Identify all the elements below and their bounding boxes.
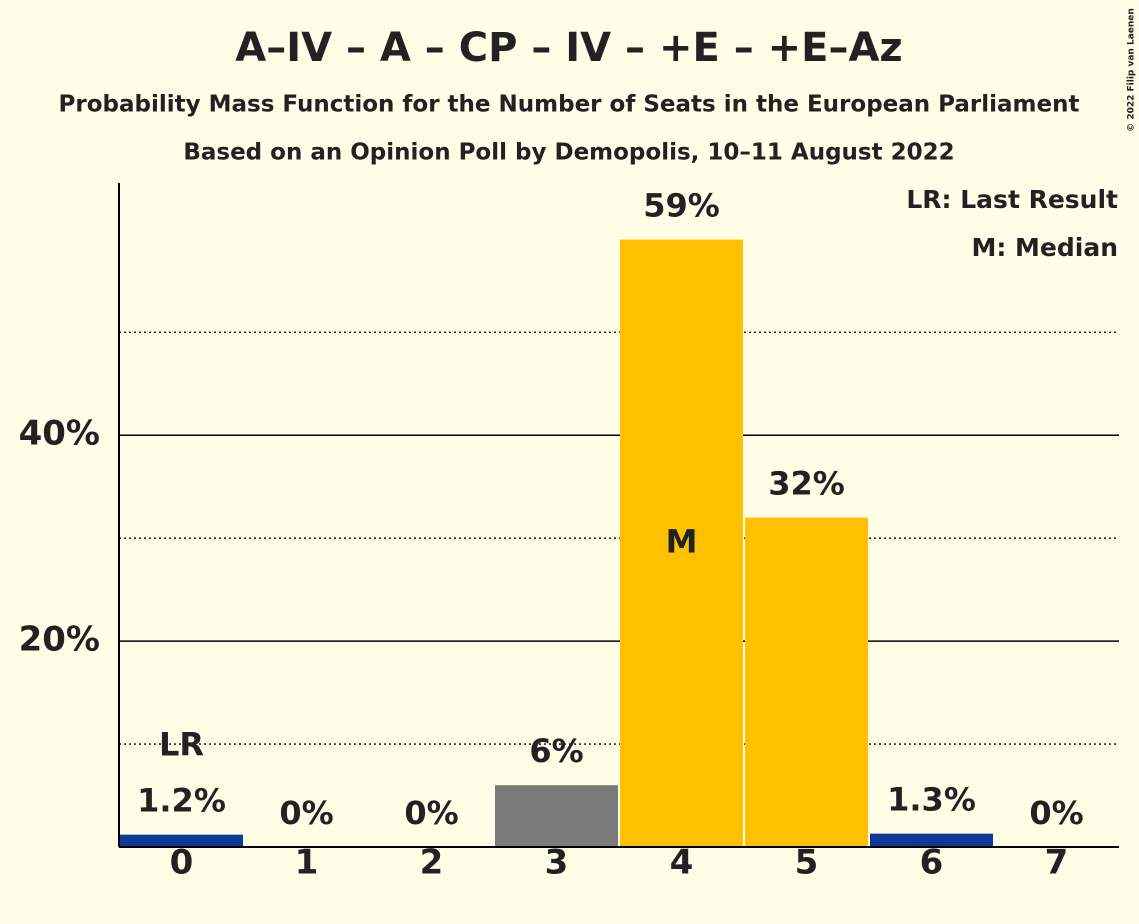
value-label: 59% (643, 187, 720, 225)
bar (870, 833, 993, 847)
y-tick-label: 20% (19, 620, 100, 660)
x-tick-label: 0 (170, 843, 194, 883)
value-label: 32% (768, 465, 845, 503)
chart-subtitle: Based on an Opinion Poll by Demopolis, 1… (183, 140, 954, 166)
x-tick-label: 6 (920, 843, 944, 883)
x-tick-label: 3 (545, 843, 569, 883)
legend-entry: LR: Last Result (906, 185, 1118, 214)
legend-entry: M: Median (971, 233, 1118, 262)
chart-title: A–IV – A – CP – IV – +E – +E–Az (235, 25, 902, 71)
x-tick-label: 7 (1045, 843, 1069, 883)
x-tick-label: 4 (670, 843, 694, 883)
x-tick-label: 5 (795, 843, 819, 883)
x-tick-label: 2 (420, 843, 444, 883)
value-label: 0% (279, 794, 333, 832)
value-label: 0% (1029, 794, 1083, 832)
annotation: LR (159, 726, 204, 764)
value-label: 1.3% (887, 781, 976, 819)
copyright: © 2022 Filip van Laenen (1127, 8, 1137, 132)
bar (620, 239, 743, 848)
chart-subtitle: Probability Mass Function for the Number… (59, 92, 1080, 118)
y-tick-label: 40% (19, 414, 100, 454)
annotation: M (666, 522, 698, 560)
value-label: 6% (529, 732, 583, 770)
x-tick-label: 1 (295, 843, 319, 883)
value-label: 0% (404, 794, 458, 832)
value-label: 1.2% (137, 782, 226, 820)
bar (495, 785, 618, 847)
bar (745, 517, 868, 847)
bar (120, 834, 243, 847)
